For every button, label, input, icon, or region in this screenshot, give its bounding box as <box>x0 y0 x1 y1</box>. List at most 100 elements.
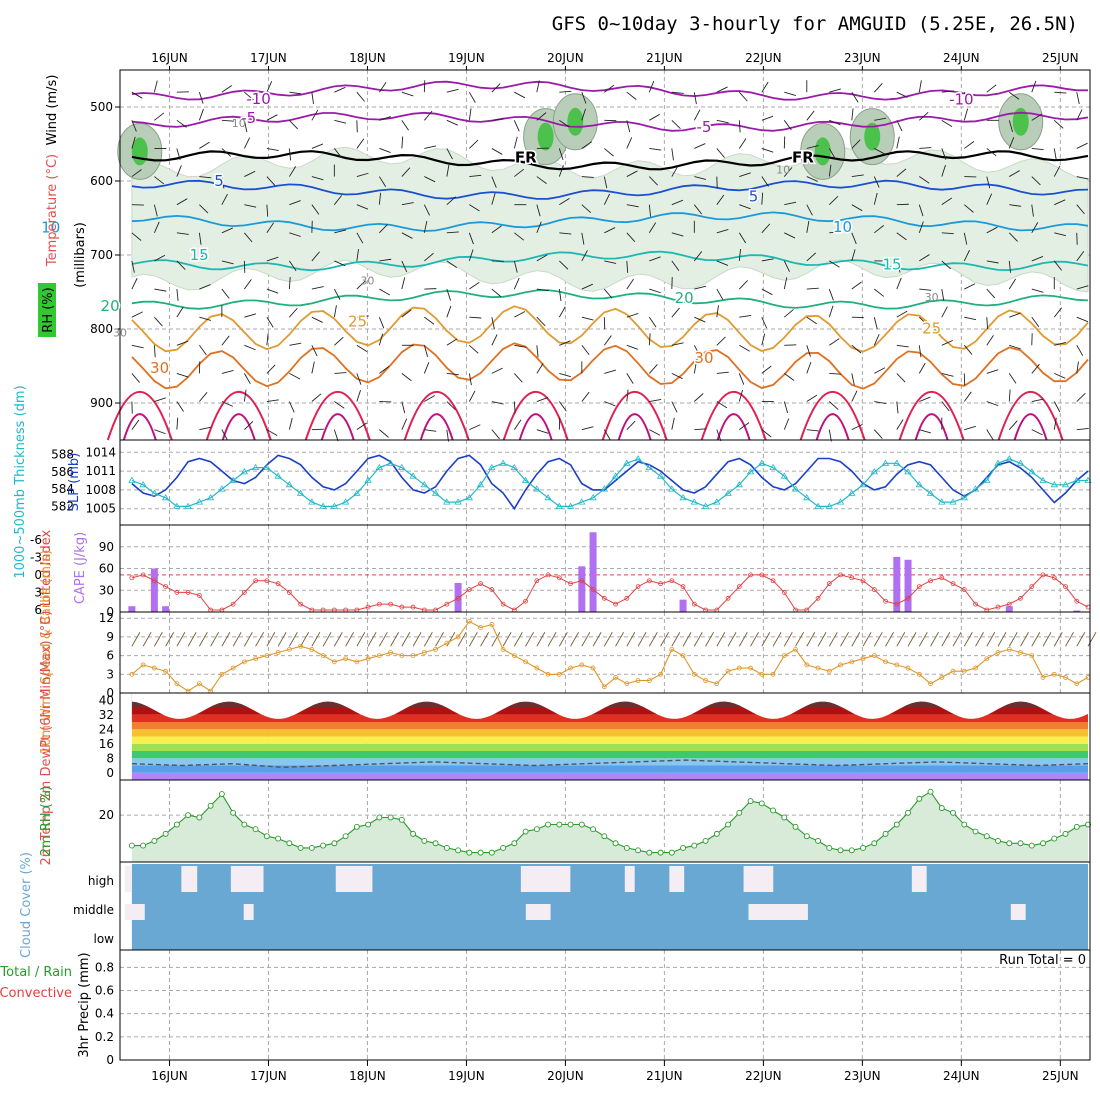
temperature-side-label: Temperature (°C) <box>45 154 60 267</box>
wind-barb <box>289 373 301 380</box>
surface-wind-barb <box>266 632 276 647</box>
wind-barb <box>513 401 516 414</box>
wind-barb <box>1053 260 1063 271</box>
wind-barb <box>1009 204 1022 207</box>
wind-speed-marker <box>174 681 180 687</box>
wind-speed-marker <box>331 659 337 665</box>
thickness-marker <box>1039 476 1047 483</box>
wind-barb <box>424 110 433 121</box>
wind-barb <box>604 369 616 374</box>
temperature-band <box>131 707 1089 715</box>
wind-speed-marker <box>894 662 900 668</box>
li-marker <box>298 601 304 607</box>
isotherm-label: 20 <box>675 289 694 307</box>
wind-barb <box>176 372 189 378</box>
bottom-date-label: 25JUN <box>1042 1069 1079 1083</box>
wind-speed-marker <box>984 656 990 662</box>
rh-marker <box>1006 840 1013 847</box>
wind-barb <box>198 232 202 245</box>
wind-barb <box>176 401 184 412</box>
bottom-date-label: 17JUN <box>250 1069 287 1083</box>
thickness-marker <box>1061 481 1070 488</box>
li-marker <box>1029 584 1035 589</box>
wind-barb <box>378 176 387 187</box>
surface-wind-barb <box>682 632 692 647</box>
wind-barb <box>559 260 569 270</box>
wind-barb <box>356 344 368 353</box>
pressure-axis-label: (millibars) <box>73 222 88 288</box>
surface-wind-barb <box>232 632 242 647</box>
li-marker <box>444 601 450 607</box>
wind-barb <box>334 229 347 234</box>
cape-axis-label: CAPE (J/kg) <box>73 532 88 604</box>
wind-barb <box>199 176 212 179</box>
wind-barb <box>244 313 257 318</box>
wind-barb <box>469 204 480 212</box>
rh-contour-label: 10 <box>776 164 790 177</box>
wind-barb <box>379 365 390 374</box>
li-marker <box>905 595 911 601</box>
li-cape-plot <box>120 532 1091 613</box>
surface-wind-barb <box>896 632 906 647</box>
wind-barb <box>716 429 722 442</box>
wind-speed-marker <box>151 665 157 671</box>
wind-speed-marker <box>264 653 270 659</box>
wind-barb <box>468 249 474 262</box>
rh-marker <box>736 809 743 816</box>
frame-layer <box>38 66 1091 1066</box>
wind-speed-marker <box>354 659 360 665</box>
rh-legend-swatch <box>38 283 56 337</box>
thickness-axis-label: 1000~500mb Thickness (dm) <box>13 385 28 578</box>
wind-barb <box>1031 363 1040 374</box>
rh-marker <box>860 844 866 851</box>
wind-barb <box>761 288 773 296</box>
wind-barb <box>716 371 729 374</box>
wind-barb <box>131 232 142 241</box>
wind-barb <box>851 232 857 245</box>
wind-barb <box>176 306 184 318</box>
surface-wind-barb <box>570 632 579 647</box>
wind-barb <box>1053 401 1061 413</box>
li-marker <box>399 604 405 610</box>
wind-barb <box>783 277 788 290</box>
surface-wind-barb <box>761 632 771 647</box>
wind-barb <box>446 148 453 160</box>
thickness-marker <box>488 463 496 471</box>
rh-marker <box>1062 830 1069 837</box>
wind-barb <box>1031 429 1043 436</box>
wind-barb <box>401 232 413 239</box>
isotherm-35-arch <box>106 391 173 441</box>
wind-barb <box>379 258 392 262</box>
surface-wind-barb <box>986 632 996 647</box>
thickness-marker <box>938 498 946 505</box>
wind-barb <box>783 120 792 131</box>
precip-tick-label: 0 <box>106 1053 114 1067</box>
thickness-marker <box>173 502 181 509</box>
rh-marker <box>826 844 833 851</box>
li-marker <box>129 575 135 581</box>
precip-tick-label: 0.2 <box>95 1030 114 1044</box>
top-date-label: 24JUN <box>943 51 980 65</box>
slp-plot <box>128 454 1092 511</box>
isotherm-line <box>131 150 1089 171</box>
rh-marker <box>770 807 777 814</box>
rh-marker <box>511 840 518 847</box>
wind-barb <box>1031 80 1037 93</box>
li-marker <box>140 572 146 578</box>
wind-barb <box>491 176 497 188</box>
wind-barb <box>491 429 500 440</box>
wind-barb <box>874 117 887 121</box>
wind-barb <box>603 335 612 346</box>
thickness-marker <box>701 502 710 509</box>
cape-tick-label: 60 <box>99 562 114 576</box>
wind-barb <box>626 204 639 208</box>
isotherm-40-arch <box>122 413 157 441</box>
wind-barb <box>829 231 842 234</box>
wind-barb <box>941 260 952 270</box>
wind-barb <box>558 306 566 318</box>
surface-wind-barb <box>873 632 883 647</box>
wind-barb <box>153 204 158 217</box>
wind-barb <box>1031 147 1044 151</box>
wind-barb <box>761 81 769 93</box>
wind-barb <box>154 397 166 402</box>
